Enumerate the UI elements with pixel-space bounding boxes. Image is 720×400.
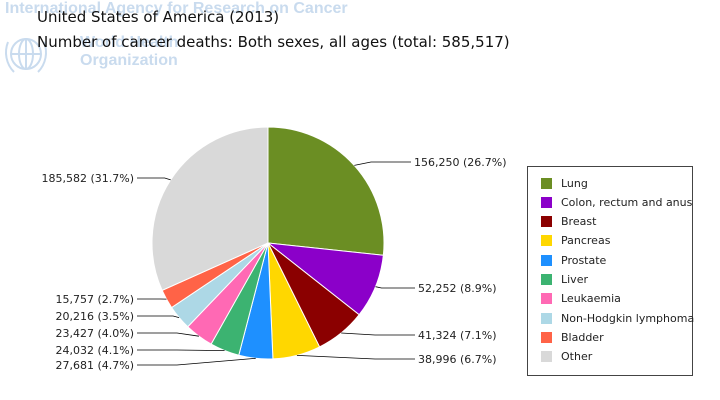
legend-item-colon-rectum-and-anus: Colon, rectum and anus <box>541 194 692 210</box>
legend-item-non-hodgkin-lymphoma: Non-Hodgkin lymphoma <box>541 310 694 326</box>
legend-swatch <box>541 235 552 247</box>
leader-line-prostate <box>137 357 256 366</box>
legend-item-bladder: Bladder <box>541 329 604 345</box>
chart-legend: Lung Colon, rectum and anus Breast Pancreas… <box>527 166 694 376</box>
legend-swatch <box>541 196 552 208</box>
legend-item-breast: Breast <box>541 214 596 230</box>
legend-label: Liver <box>561 273 588 286</box>
data-label-prostate: 27,681 (4.7%) <box>55 359 134 372</box>
legend-swatch <box>541 216 552 228</box>
legend-item-other: Other <box>541 349 592 365</box>
legend-label: Non-Hodgkin lymphoma <box>561 311 695 325</box>
leader-line-non-hodgkin-lymphoma <box>137 315 180 318</box>
legend-label: Pancreas <box>561 234 611 248</box>
data-label-lung: 156,250 (26.7%) <box>414 156 507 169</box>
legend-item-liver: Liver <box>541 272 588 288</box>
data-label-bladder: 15,757 (2.7%) <box>55 293 134 306</box>
legend-swatch <box>541 293 552 305</box>
data-label-other: 185,582 (31.7%) <box>41 172 134 185</box>
watermark-line-1: International Agency for Research on Can… <box>5 0 348 17</box>
data-label-pancreas: 38,996 (6.7%) <box>418 353 497 366</box>
legend-swatch <box>541 274 552 285</box>
legend-item-lung: Lung <box>541 175 588 191</box>
leader-line-colon-rectum-and-anus <box>375 286 415 289</box>
legend-label: Lung <box>561 176 588 190</box>
legend-swatch <box>541 312 552 324</box>
legend-swatch <box>541 177 552 189</box>
leader-line-leukaemia <box>137 332 199 337</box>
legend-label: Colon, rectum and anus <box>561 195 693 209</box>
watermark-line-3: Organization <box>80 52 178 69</box>
legend-item-leukaemia: Leukaemia <box>541 291 621 307</box>
legend-label: Breast <box>561 215 597 229</box>
data-label-non-hodgkin-lymphoma: 20,216 (3.5%) <box>55 310 134 323</box>
leader-line-other <box>137 177 171 181</box>
legend-swatch <box>541 254 552 266</box>
data-label-colon-rectum-and-anus: 52,252 (8.9%) <box>418 282 497 295</box>
leader-line-liver <box>137 349 225 351</box>
legend-item-prostate: Prostate <box>541 252 606 268</box>
legend-label: Bladder <box>561 330 604 344</box>
leader-line-pancreas <box>296 355 415 360</box>
legend-label: Leukaemia <box>561 292 621 306</box>
legend-label: Prostate <box>561 253 607 267</box>
legend-swatch <box>541 351 552 363</box>
chart-title: United States of America (2013) <box>37 8 280 26</box>
watermark-line-2: World Health <box>80 34 179 51</box>
leader-line-breast <box>341 332 415 336</box>
data-label-leukaemia: 23,427 (4.0%) <box>55 327 134 340</box>
chart-subtitle: Number of cancer deaths: Both sexes, all… <box>37 33 510 51</box>
data-label-liver: 24,032 (4.1%) <box>55 344 134 357</box>
data-label-breast: 41,324 (7.1%) <box>418 329 497 342</box>
legend-swatch <box>541 331 552 343</box>
pie-slice-lung <box>267 126 385 256</box>
leader-line-lung <box>354 161 411 166</box>
legend-item-pancreas: Pancreas <box>541 233 610 249</box>
legend-label: Other <box>561 350 593 364</box>
who-emblem-icon <box>5 38 47 73</box>
